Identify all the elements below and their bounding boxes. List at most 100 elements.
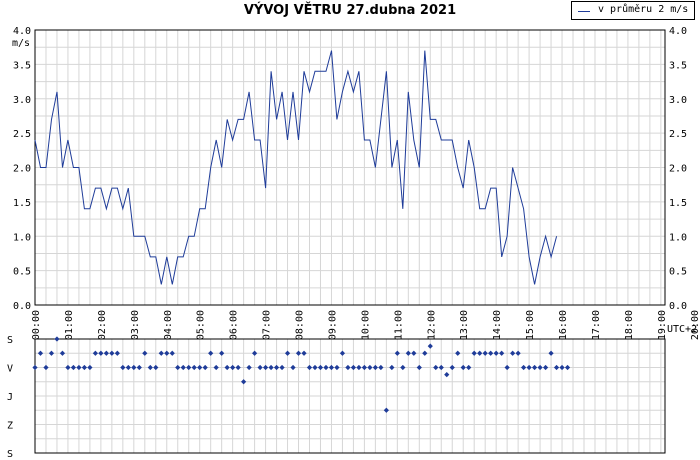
- x-tick-label: 15:00: [525, 310, 536, 340]
- chart-title: VÝVOJ VĚTRU 27.dubna 2021: [243, 3, 457, 18]
- wind-direction-point: [120, 364, 126, 371]
- wind-direction-point: [422, 350, 428, 356]
- direction-axis-label: S: [7, 449, 13, 460]
- plot-frame: [34, 29, 666, 306]
- wind-direction-point: [202, 364, 208, 371]
- wind-direction-point: [103, 350, 109, 356]
- wind-direction-point: [427, 343, 433, 349]
- wind-direction-point: [114, 350, 120, 356]
- y-tick-label-right: 2.5: [669, 129, 687, 140]
- wind-direction-point: [158, 350, 164, 356]
- wind-direction-point: [136, 364, 142, 371]
- x-tick-label: 01:00: [64, 310, 75, 340]
- direction-axis-label: J: [7, 392, 13, 403]
- y-tick-label-right: 4.0: [669, 26, 687, 37]
- wind-direction-point: [493, 350, 499, 356]
- y-tick-label-left: 3.0: [13, 95, 31, 106]
- wind-direction-point: [295, 350, 302, 356]
- y-tick-label-right: 0.0: [669, 301, 687, 312]
- y-tick-label-right: 1.5: [669, 198, 687, 209]
- y-tick-label-left: 1.5: [13, 198, 31, 209]
- wind-direction-point: [92, 350, 98, 356]
- wind-direction-point: [125, 364, 131, 371]
- wind-speed-series-line: [34, 50, 558, 285]
- wind-direction-point: [328, 364, 335, 371]
- y-tick-label-left: 1.0: [13, 232, 31, 243]
- x-tick-label: 00:00: [31, 310, 42, 340]
- x-axis-unit-label: UTC+2: [667, 324, 697, 335]
- wind-direction-point: [70, 364, 77, 371]
- wind-direction-point: [356, 364, 362, 371]
- wind-direction-point: [208, 350, 214, 356]
- y-tick-label-right: 3.0: [669, 95, 687, 106]
- wind-direction-point: [455, 350, 461, 356]
- wind-direction-point: [213, 364, 219, 371]
- wind-direction-point: [504, 364, 510, 371]
- wind-direction-point: [389, 364, 395, 371]
- x-tick-label: 16:00: [558, 310, 569, 340]
- wind-direction-point: [169, 350, 175, 356]
- wind-direction-point: [43, 364, 49, 371]
- wind-direction-point: [482, 350, 488, 356]
- x-tick-label: 11:00: [393, 310, 404, 340]
- wind-direction-point: [449, 364, 455, 371]
- wind-direction-point: [186, 364, 192, 371]
- wind-direction-point: [312, 364, 318, 371]
- wind-direction-point: [290, 364, 296, 371]
- wind-direction-point: [257, 364, 263, 371]
- wind-direction-point: [197, 364, 203, 371]
- wind-direction-point: [241, 379, 247, 385]
- wind-direction-point: [54, 336, 60, 342]
- wind-direction-point: [219, 350, 225, 356]
- wind-direction-point: [279, 364, 285, 371]
- wind-direction-point: [526, 364, 532, 371]
- wind-direction-point: [235, 364, 241, 371]
- wind-direction-point: [224, 364, 230, 371]
- wind-direction-point: [339, 350, 346, 356]
- x-tick-label: 13:00: [459, 310, 470, 340]
- wind-direction-point: [301, 350, 307, 356]
- wind-direction-point: [559, 364, 565, 371]
- wind-direction-point: [180, 364, 186, 371]
- x-tick-label: 02:00: [97, 310, 108, 340]
- y-tick-label-left: 0.0: [13, 301, 31, 312]
- wind-direction-point: [252, 350, 258, 356]
- wind-direction-point: [400, 364, 406, 371]
- wind-direction-point: [153, 364, 159, 371]
- wind-direction-point: [531, 364, 538, 371]
- y-tick-label-right: 1.0: [669, 232, 687, 243]
- wind-direction-point: [98, 350, 104, 356]
- wind-direction-point: [394, 350, 400, 356]
- x-tick-label: 09:00: [327, 310, 338, 340]
- x-tick-label: 19:00: [657, 310, 668, 340]
- wind-direction-point: [345, 364, 351, 371]
- wind-direction-point: [521, 364, 527, 371]
- wind-direction-point: [515, 350, 521, 356]
- wind-direction-point: [334, 364, 340, 371]
- wind-direction-point: [131, 364, 137, 371]
- wind-direction-point: [433, 364, 439, 371]
- wind-direction-point: [317, 364, 324, 371]
- wind-direction-point: [350, 364, 357, 371]
- wind-direction-point: [510, 350, 516, 356]
- wind-direction-point: [361, 364, 367, 371]
- legend-series-label: v průměru 2 m/s: [598, 4, 689, 15]
- legend: v průměru 2 m/s: [571, 1, 695, 20]
- wind-direction-point: [32, 364, 38, 371]
- y-tick-label-left: 2.5: [13, 129, 31, 140]
- y-tick-label-left: 3.5: [13, 60, 31, 71]
- wind-direction-point: [542, 364, 549, 371]
- wind-direction-point: [273, 364, 280, 371]
- x-tick-label: 10:00: [360, 310, 371, 340]
- wind-direction-point: [142, 350, 148, 356]
- wind-direction-point: [466, 364, 472, 371]
- wind-direction-point: [48, 350, 55, 356]
- wind-direction-point: [499, 350, 505, 356]
- wind-direction-point: [109, 350, 115, 356]
- wind-direction-point: [438, 364, 444, 371]
- x-tick-label: 05:00: [196, 310, 207, 340]
- y-tick-label-right: 3.5: [669, 60, 687, 71]
- wind-direction-point: [306, 364, 313, 371]
- wind-direction-point: [405, 350, 411, 356]
